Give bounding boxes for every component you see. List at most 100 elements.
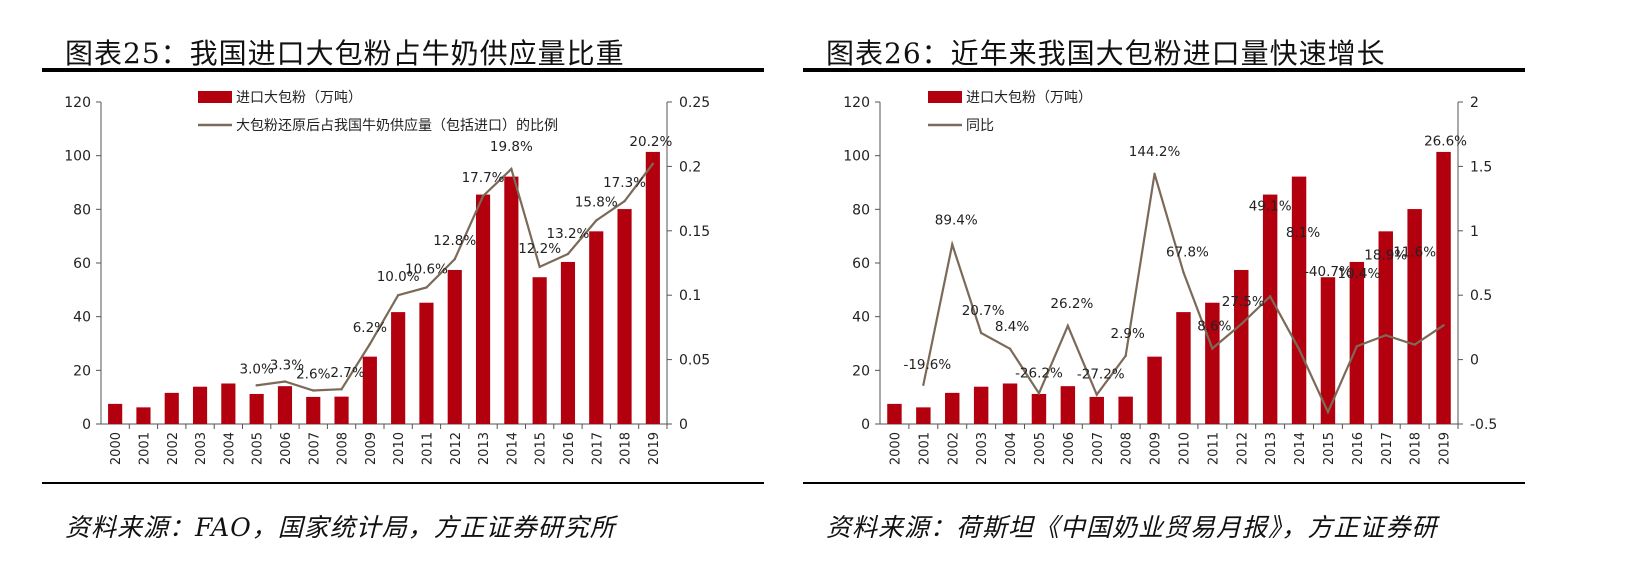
bar (1234, 269, 1249, 424)
data-label: 6.2% (353, 320, 387, 336)
bar (1291, 176, 1307, 424)
line-point (1413, 343, 1416, 346)
x-tick-label: 2019 (647, 432, 662, 465)
x-tick-label: 2016 (1351, 432, 1366, 465)
data-label: 20.2% (629, 134, 672, 150)
source-note-1: 资料来源：FAO，国家统计局，方正证券研究所 (65, 513, 616, 542)
data-label: 26.2% (1050, 296, 1093, 312)
line-point (1326, 410, 1330, 414)
x-tick-label: 2018 (619, 432, 634, 465)
line-point (1211, 347, 1214, 350)
line-point (951, 243, 954, 246)
x-tick-label: 2008 (336, 432, 351, 465)
data-label: 20.7% (962, 303, 1005, 319)
data-label: 10.6% (405, 261, 448, 277)
x-tick-label: 2003 (975, 432, 990, 465)
right-tick-label: 0.15 (679, 224, 710, 240)
right-tick-label: 0 (1470, 353, 1479, 369)
data-label: 26.6% (1424, 133, 1467, 149)
line-point (1297, 347, 1301, 351)
bar (192, 386, 208, 424)
bar (617, 209, 632, 424)
line-point (1037, 392, 1041, 395)
x-tick-label: 2013 (477, 432, 492, 465)
source-note-2: 资料来源：荷斯坦《中国奶业贸易月报》，方正证券研 (826, 513, 1438, 542)
line-point (651, 162, 655, 166)
line-point (979, 331, 983, 335)
data-label: 2.9% (1110, 326, 1144, 342)
left-tick-label: 40 (73, 310, 91, 326)
bar (589, 231, 604, 424)
left-tick-label: 100 (64, 149, 91, 165)
legend-label-bar: 进口大包粉（万吨） (966, 90, 1092, 106)
line-point (922, 383, 925, 387)
bar (1378, 231, 1393, 424)
data-label: 17.7% (462, 170, 505, 186)
bar (221, 383, 236, 424)
bar (334, 396, 349, 424)
data-label: 89.4% (935, 212, 978, 228)
line-point (566, 252, 570, 256)
data-label: 8.4% (995, 319, 1029, 335)
line-point (1008, 347, 1012, 350)
x-tick-label: 2004 (1004, 432, 1019, 465)
line-point (481, 194, 485, 198)
data-label: 13.2% (547, 226, 590, 242)
legend-label-line: 同比 (966, 118, 994, 134)
left-tick-label: 120 (843, 95, 870, 111)
line-point (396, 294, 400, 297)
right-tick-label: 0.2 (679, 159, 701, 175)
line-point (595, 219, 598, 222)
data-label: 12.8% (433, 233, 476, 249)
bar (1320, 277, 1336, 424)
data-label: 49.1% (1249, 198, 1292, 214)
line-point (340, 388, 343, 391)
x-tick-label: 2009 (364, 432, 379, 465)
line-point (312, 389, 315, 392)
x-tick-label: 2015 (534, 432, 549, 465)
line-point (425, 286, 428, 289)
right-tick-label: 1.5 (1470, 159, 1492, 175)
x-tick-label: 2013 (1264, 432, 1279, 465)
x-tick-label: 2010 (392, 432, 407, 465)
right-tick-label: 0.5 (1470, 288, 1492, 304)
bar (475, 194, 491, 424)
x-tick-label: 2011 (420, 432, 435, 465)
bar (1436, 151, 1451, 424)
data-label: 144.2% (1129, 144, 1181, 160)
x-tick-label: 2000 (109, 432, 124, 465)
data-label: 8.6% (1197, 319, 1231, 335)
bar (108, 403, 123, 424)
left-tick-label: 0 (861, 417, 870, 433)
bar (1060, 386, 1076, 424)
data-label: 67.8% (1166, 244, 1209, 260)
left-tick-label: 60 (852, 256, 870, 272)
left-tick-label: 60 (73, 256, 91, 272)
bar (1118, 396, 1133, 424)
x-tick-label: 2014 (1293, 432, 1308, 465)
bar (973, 386, 989, 424)
x-tick-label: 2004 (222, 432, 237, 465)
x-tick-label: 2003 (194, 432, 209, 465)
line-point (1355, 345, 1359, 348)
line-point (623, 199, 626, 203)
data-label: 17.3% (603, 175, 646, 191)
x-tick-label: 2002 (946, 432, 961, 465)
right-tick-label: 1 (1470, 224, 1479, 240)
data-label: 27.5% (1222, 294, 1265, 310)
data-label: 11.6% (1393, 245, 1436, 261)
bar (1407, 209, 1422, 424)
line-point (255, 384, 258, 387)
x-tick-label: 2011 (1206, 432, 1221, 465)
x-tick-label: 2000 (888, 432, 903, 465)
data-label: 18.9% (1364, 247, 1407, 263)
data-label: -19.6% (903, 357, 951, 373)
data-label: -26.2% (1015, 365, 1063, 381)
right-tick-label: 0.1 (679, 288, 701, 304)
x-tick-label: 2018 (1409, 432, 1424, 465)
left-tick-label: 20 (73, 363, 91, 379)
x-tick-label: 2010 (1177, 432, 1192, 465)
data-label: 12.2% (518, 241, 561, 257)
line-point (538, 265, 541, 269)
data-label: 2.6% (296, 367, 330, 383)
